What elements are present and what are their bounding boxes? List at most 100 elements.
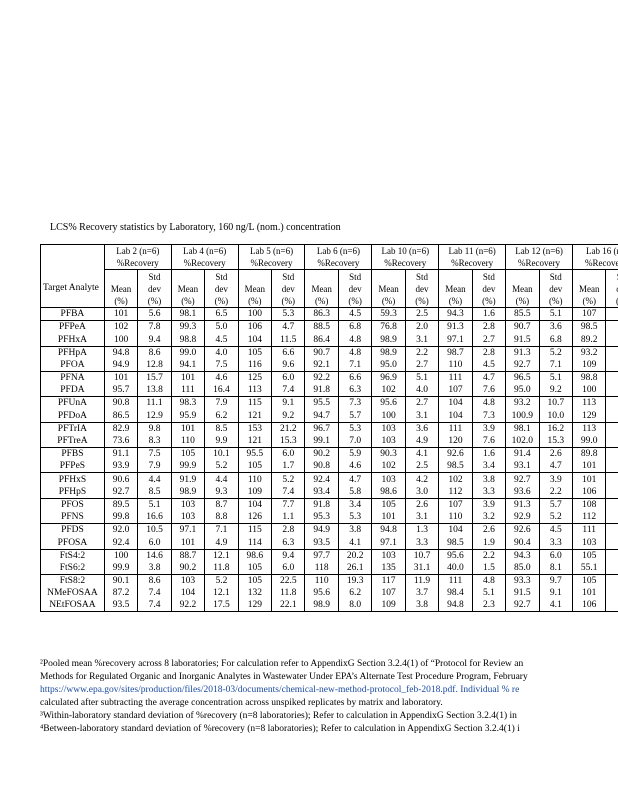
- value-cell: 6.2: [337, 587, 373, 600]
- lab-header: Lab 6 (n=6): [304, 244, 373, 258]
- data-row: PFPeS 93.9 7.9 99.9 5.2 105 1.7 90.8 4.6 102 2.5 98…: [40, 460, 618, 473]
- recovery-header: %Recovery: [103, 257, 172, 270]
- value-cell: 85.5: [505, 306, 540, 321]
- value-cell: 3.9: [471, 421, 507, 435]
- table-caption: LCS% Recovery statistics by Laboratory, …: [50, 222, 341, 233]
- value-cell: 12.1: [204, 548, 239, 562]
- value-cell: 106: [571, 599, 607, 613]
- target-header-cell: Target Analyte: [40, 244, 105, 308]
- value-cell: 5.3: [271, 306, 306, 321]
- value-cell: 101: [170, 370, 206, 385]
- value-cell: 3.4: [471, 460, 507, 473]
- value-cell: 90.6: [103, 472, 139, 486]
- value-cell: 10.5: [137, 523, 172, 537]
- analyte-name: NEtFOSAA: [40, 599, 105, 613]
- analyte-name: FtS8:2: [40, 573, 105, 588]
- value-cell: 5.1: [137, 497, 172, 511]
- mean-header: Mean: [237, 282, 273, 295]
- value-cell: 40.0: [438, 561, 473, 575]
- data-row: PFBS 91.1 7.5 105 10.1 95.5 6.0 90.2 5.9 90.3 4.1 9…: [40, 447, 618, 461]
- value-cell: 8.0: [337, 599, 373, 613]
- mean-header: Mean: [170, 282, 206, 295]
- value-cell: 94.8: [103, 345, 139, 359]
- value-cell: 95.0: [371, 358, 406, 372]
- value-cell: 8.6: [137, 573, 172, 588]
- value-cell: 97.7: [304, 548, 339, 562]
- value-cell: 96.5: [505, 370, 540, 385]
- data-row: NMeFOSAA 87.2 7.4 104 12.1 132 11.8 95.6 6.2 107 3…: [40, 587, 618, 600]
- std-header: dev: [605, 282, 618, 295]
- value-cell: 115: [237, 523, 273, 537]
- value-cell: 101: [571, 460, 607, 473]
- value-cell: 120: [438, 434, 473, 448]
- std-header: Std: [404, 269, 440, 283]
- value-cell: 92.9: [505, 510, 540, 524]
- lab-header: Lab 2 (n=6): [103, 244, 172, 258]
- value-cell: 103: [371, 421, 406, 435]
- value-cell: 6.0: [271, 561, 306, 575]
- value-cell: 99.0: [170, 345, 206, 359]
- value-cell: 87.2: [103, 587, 139, 600]
- value-cell: 5.6: [137, 306, 172, 321]
- value-cell: 4.0: [404, 384, 440, 397]
- unit-header: (%): [471, 294, 507, 308]
- value-cell: 109: [237, 485, 273, 499]
- value-cell: 6.6: [337, 370, 373, 385]
- value-cell: 6.3: [271, 536, 306, 549]
- value-cell: 91.3: [505, 345, 540, 359]
- value-cell: 106: [237, 320, 273, 334]
- value-cell: 98.7: [438, 345, 473, 359]
- std-header: dev: [204, 282, 239, 295]
- value-cell: 114: [237, 536, 273, 549]
- value-cell: 107: [371, 587, 406, 600]
- value-cell: 7.5: [137, 447, 172, 461]
- value-cell: 4.1: [404, 447, 440, 461]
- unit-header: (%): [538, 294, 573, 308]
- value-cell: 1.6: [471, 447, 507, 461]
- value-cell: 97.1: [371, 536, 406, 549]
- std-header: Std: [204, 269, 239, 283]
- blank-cell: [505, 269, 540, 283]
- value-cell: 153: [237, 421, 273, 435]
- value-cell: 9.7: [538, 573, 573, 588]
- value-cell: 3.8: [404, 599, 440, 613]
- value-cell: 102: [371, 384, 406, 397]
- unit-header: (%): [371, 294, 406, 308]
- value-cell: 102.0: [505, 434, 540, 448]
- unit-header: (%): [438, 294, 473, 308]
- value-cell: 105: [571, 573, 607, 588]
- value-cell: 111: [571, 523, 607, 537]
- data-row: PFDA 95.7 13.8 111 16.4 113 7.4 91.8 6.3 102 4.0 10…: [40, 384, 618, 397]
- value-cell: 99.9: [103, 561, 139, 575]
- value-cell: 7: [605, 384, 618, 397]
- value-cell: 17: [605, 421, 618, 435]
- value-cell: 6.3: [337, 384, 373, 397]
- value-cell: 104: [237, 333, 273, 346]
- value-cell: 98.4: [438, 587, 473, 600]
- value-cell: 9.2: [538, 384, 573, 397]
- value-cell: 98.8: [170, 333, 206, 346]
- value-cell: 7.4: [271, 384, 306, 397]
- value-cell: 101: [103, 306, 139, 321]
- value-cell: 95.6: [304, 587, 339, 600]
- value-cell: 3.7: [404, 587, 440, 600]
- value-cell: 4.5: [471, 358, 507, 372]
- recovery-header: %Recovery: [438, 257, 507, 270]
- value-cell: 10.1: [204, 447, 239, 461]
- value-cell: 94.3: [505, 548, 540, 562]
- std-header: dev: [271, 282, 306, 295]
- value-cell: 90.7: [505, 320, 540, 334]
- mean-header: Mean: [571, 282, 607, 295]
- value-cell: 8.5: [137, 485, 172, 499]
- analyte-name: PFBA: [40, 306, 105, 321]
- std-header: dev: [404, 282, 440, 295]
- value-cell: 9.1: [271, 396, 306, 410]
- value-cell: 8.8: [204, 510, 239, 524]
- lab-header: Lab 16 (n=: [571, 244, 618, 258]
- value-cell: 92.4: [304, 472, 339, 486]
- analyte-name: PFUnA: [40, 396, 105, 410]
- value-cell: 9.1: [538, 587, 573, 600]
- value-cell: 2.0: [404, 320, 440, 334]
- value-cell: 2.6: [538, 447, 573, 461]
- mean-header: Mean: [304, 282, 339, 295]
